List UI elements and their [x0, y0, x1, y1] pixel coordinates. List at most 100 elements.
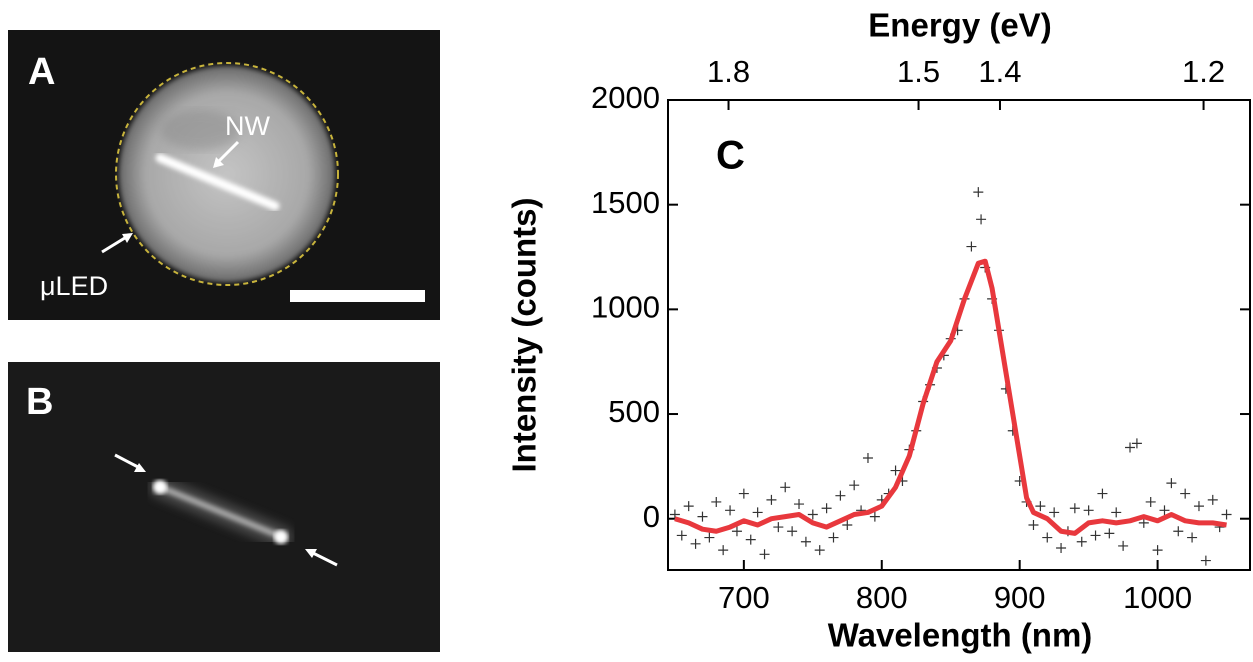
- y-tick-label: 1000: [591, 290, 660, 325]
- data-point: [1159, 505, 1170, 516]
- data-point: [1173, 526, 1184, 537]
- data-point: [814, 545, 825, 556]
- data-point: [1166, 478, 1177, 489]
- data-point: [1104, 528, 1115, 539]
- x-axis-title: Wavelength (nm): [828, 617, 1093, 654]
- data-point: [697, 511, 708, 522]
- data-point: [787, 526, 798, 537]
- annotation: NW: [225, 111, 270, 141]
- data-point: [725, 505, 736, 516]
- data-point: [1180, 488, 1191, 499]
- data-point: [1221, 509, 1232, 520]
- data-point: [976, 214, 987, 225]
- shadow: [160, 110, 240, 150]
- data-point: [1152, 545, 1163, 556]
- x-tick-label: 900: [994, 580, 1046, 615]
- data-point: [759, 549, 770, 560]
- data-point: [1076, 536, 1087, 547]
- data-point: [1049, 507, 1060, 518]
- led-glow: [119, 66, 335, 282]
- y-tick-label: 2000: [591, 80, 660, 115]
- data-point: [828, 532, 839, 543]
- data-point: [690, 538, 701, 549]
- x2-tick-label: 1.2: [1182, 54, 1225, 89]
- data-point: [1125, 442, 1136, 453]
- data-point: [1207, 494, 1218, 505]
- data-point: [1118, 540, 1129, 551]
- data-point: [773, 522, 784, 533]
- panel-b: B: [8, 362, 440, 652]
- chart: C Energy (eV) Wavelength (nm) Intensity …: [506, 7, 1251, 654]
- y-tick-label: 1500: [591, 185, 660, 220]
- data-point: [794, 499, 805, 510]
- data-point: [1035, 501, 1046, 512]
- nanowire: [155, 153, 280, 211]
- y-tick-label: 0: [643, 499, 660, 534]
- plot-frame: [667, 99, 1251, 571]
- data-point: [1131, 438, 1142, 449]
- data-point: [766, 494, 777, 505]
- data-point: [718, 545, 729, 556]
- scale-bar: [290, 290, 425, 302]
- data-point: [1090, 530, 1101, 541]
- panel-label: B: [26, 381, 53, 423]
- end-emission: [153, 480, 167, 494]
- y-tick-label: 500: [608, 394, 660, 429]
- data-point: [738, 488, 749, 499]
- data-point: [669, 509, 680, 520]
- data-point: [1187, 532, 1198, 543]
- end-emission: [274, 530, 288, 544]
- data-point: [1097, 488, 1108, 499]
- data-point: [869, 511, 880, 522]
- data-point: [752, 507, 763, 518]
- led-outline: [115, 62, 339, 286]
- data-point: [807, 509, 818, 520]
- data-point: [1028, 519, 1039, 530]
- data-point: [800, 536, 811, 547]
- annotation: μLED: [40, 271, 108, 301]
- y-axis-title: Intensity (counts): [506, 197, 543, 472]
- x2-axis-title: Energy (eV): [868, 7, 1051, 44]
- data-point: [676, 530, 687, 541]
- x2-tick-label: 1.8: [707, 54, 750, 89]
- panel-label: C: [716, 134, 745, 178]
- data-point: [711, 496, 722, 507]
- data-point: [1193, 501, 1204, 512]
- data-point: [1138, 517, 1149, 528]
- data-point: [1111, 507, 1122, 518]
- data-point: [821, 503, 832, 514]
- data-point: [683, 501, 694, 512]
- panel-label: A: [28, 51, 55, 93]
- x-tick-label: 700: [718, 580, 770, 615]
- data-point: [842, 519, 853, 530]
- data-point: [1042, 532, 1053, 543]
- x-tick-label: 1000: [1123, 580, 1192, 615]
- data-point: [835, 490, 846, 501]
- data-point: [745, 534, 756, 545]
- arrow: [114, 453, 139, 469]
- arrow-head: [305, 549, 317, 558]
- arrow-head: [213, 157, 224, 168]
- nanowire: [157, 484, 285, 540]
- data-point: [1200, 555, 1211, 566]
- data-point: [1083, 505, 1094, 516]
- data-point: [1145, 496, 1156, 507]
- x2-tick-label: 1.5: [897, 54, 940, 89]
- data-point: [862, 452, 873, 463]
- fit-line: [674, 258, 1227, 536]
- arrow-head: [134, 463, 146, 472]
- data-point: [849, 480, 860, 491]
- data-point: [966, 241, 977, 252]
- arrow: [312, 551, 338, 567]
- data-point: [1069, 503, 1080, 514]
- arrow: [101, 234, 129, 254]
- data-point: [973, 187, 984, 198]
- panel-a: A NW μLED: [8, 30, 440, 320]
- data-point: [890, 465, 901, 476]
- data-point: [731, 526, 742, 537]
- x2-tick-label: 1.4: [978, 54, 1021, 89]
- x-tick-label: 800: [856, 580, 908, 615]
- data-point: [1056, 543, 1067, 554]
- data-point: [704, 532, 715, 543]
